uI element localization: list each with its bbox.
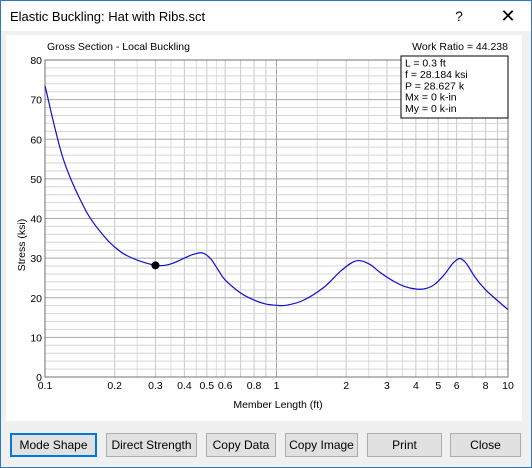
buckling-chart[interactable]: Gross Section - Local Buckling Work Rati… (6, 35, 522, 421)
work-ratio-label: Work Ratio = 44.238 (412, 41, 508, 53)
x-tick-label: 0.4 (177, 380, 192, 392)
x-tick-label: 0.6 (218, 380, 233, 392)
info-box-frame (400, 55, 509, 119)
x-tick-label: 4 (413, 380, 419, 392)
marker-layer (151, 261, 160, 270)
info-box-line: f = 28.184 ksi (405, 69, 468, 81)
x-tick-label: 5 (435, 380, 441, 392)
grid (45, 59, 508, 378)
info-box-line: P = 28.627 k (405, 80, 465, 92)
y-tick-labels: 0 10 20 30 40 50 60 70 80 (30, 55, 42, 384)
y-tick-label: 60 (30, 134, 42, 146)
x-tick-label: 0.3 (148, 380, 163, 392)
button-bar: Mode Shape Direct Strength Copy Data Cop… (1, 425, 531, 465)
x-tick-label: 3 (384, 380, 390, 392)
x-tick-label: 10 (502, 380, 514, 392)
buckling-curve (44, 85, 509, 311)
y-tick-label: 40 (30, 214, 42, 226)
x-tick-label: 6 (454, 380, 460, 392)
x-tick-label: 0.1 (38, 380, 53, 392)
x-tick-label: 1 (274, 380, 280, 392)
close-button[interactable]: Close (450, 433, 521, 457)
info-box-line: My = 0 k-in (405, 103, 457, 115)
direct-strength-button[interactable]: Direct Strength (106, 433, 197, 457)
y-tick-label: 20 (30, 293, 42, 305)
info-box-line: L = 0.3 ft (405, 58, 446, 70)
x-tick-label: 8 (483, 380, 489, 392)
help-button[interactable]: ? (455, 8, 463, 24)
x-axis-label: Member Length (ft) (233, 399, 322, 411)
x-tick-label: 0.5 (200, 380, 215, 392)
x-tick-labels: 0.1 0.2 0.3 0.4 0.5 0.6 0.8 1 2 3 4 5 6 8 10 (38, 380, 514, 392)
x-tick-label: 0.2 (107, 380, 122, 392)
plot-frame (44, 59, 509, 378)
window-close-button[interactable]: ✕ (500, 6, 516, 26)
chart-panel: Gross Section - Local Buckling Work Rati… (6, 35, 522, 421)
y-axis-label: Stress (ksi) (16, 219, 28, 272)
copy-image-button[interactable]: Copy Image (285, 433, 358, 457)
y-tick-label: 10 (30, 332, 42, 344)
y-tick-label: 70 (30, 95, 42, 107)
info-box-line: Mx = 0 k-in (405, 92, 457, 104)
window-title: Elastic Buckling: Hat with Ribs.sct (10, 9, 206, 24)
series (44, 85, 509, 311)
y-tick-label: 50 (30, 174, 42, 186)
x-tick-label: 2 (343, 380, 349, 392)
axes (44, 59, 509, 378)
print-button[interactable]: Print (367, 433, 442, 457)
copy-data-button[interactable]: Copy Data (206, 433, 276, 457)
selected-point-marker (151, 261, 160, 270)
y-tick-label: 0 (36, 372, 42, 384)
chart-title: Gross Section - Local Buckling (47, 41, 190, 53)
title-bar: Elastic Buckling: Hat with Ribs.sct ? ✕ (1, 1, 531, 31)
y-tick-label: 30 (30, 253, 42, 265)
mode-shape-button[interactable]: Mode Shape (10, 433, 97, 457)
y-tick-label: 80 (30, 55, 42, 67)
x-tick-label: 0.8 (247, 380, 262, 392)
